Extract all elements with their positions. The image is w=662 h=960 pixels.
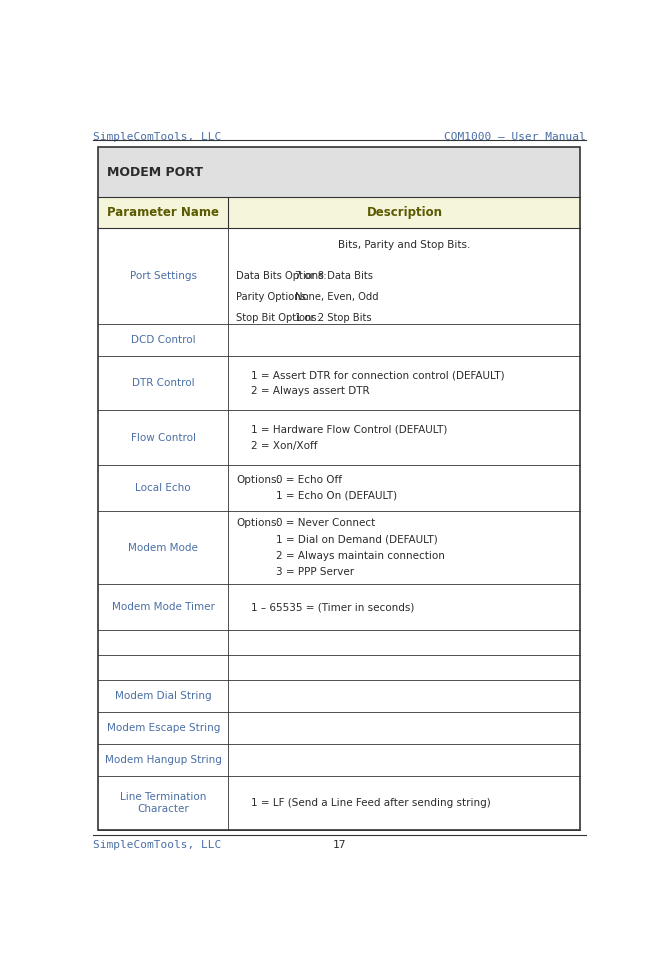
Text: Local Echo: Local Echo <box>136 483 191 492</box>
Text: 1 = Assert DTR for connection control (DEFAULT): 1 = Assert DTR for connection control (D… <box>252 371 505 380</box>
Text: 1 – 65535 = (Timer in seconds): 1 – 65535 = (Timer in seconds) <box>252 602 415 612</box>
Text: 17: 17 <box>332 840 346 850</box>
Text: 1 or 2 Stop Bits: 1 or 2 Stop Bits <box>295 313 371 323</box>
Text: 2 = Xon/Xoff: 2 = Xon/Xoff <box>252 441 318 451</box>
Text: 2 = Always maintain connection: 2 = Always maintain connection <box>275 551 444 561</box>
Bar <box>98 197 581 228</box>
Text: DCD Control: DCD Control <box>131 335 195 346</box>
Text: Data Bits Options:: Data Bits Options: <box>236 271 326 280</box>
Text: 0 = Echo Off: 0 = Echo Off <box>275 474 342 485</box>
Text: SimpleComTools, LLC: SimpleComTools, LLC <box>93 132 221 142</box>
Text: None, Even, Odd: None, Even, Odd <box>295 292 379 301</box>
Text: 3 = PPP Server: 3 = PPP Server <box>275 567 354 577</box>
Text: Modem Mode: Modem Mode <box>128 542 198 553</box>
Text: Modem Dial String: Modem Dial String <box>115 691 212 702</box>
Text: Modem Escape String: Modem Escape String <box>107 723 220 733</box>
Text: Port Settings: Port Settings <box>130 272 197 281</box>
Text: 1 = Hardware Flow Control (DEFAULT): 1 = Hardware Flow Control (DEFAULT) <box>252 424 448 435</box>
Text: 2 = Always assert DTR: 2 = Always assert DTR <box>252 387 370 396</box>
Text: Line Termination
Character: Line Termination Character <box>120 792 207 814</box>
Text: DTR Control: DTR Control <box>132 378 195 389</box>
Text: Stop Bit Options:: Stop Bit Options: <box>236 313 320 323</box>
Text: Options:: Options: <box>236 518 280 528</box>
Text: Options:: Options: <box>236 474 280 485</box>
Text: Description: Description <box>366 206 442 219</box>
Text: MODEM PORT: MODEM PORT <box>107 166 203 179</box>
Text: Modem Hangup String: Modem Hangup String <box>105 755 222 765</box>
Bar <box>98 147 581 197</box>
Text: 1 = LF (Send a Line Feed after sending string): 1 = LF (Send a Line Feed after sending s… <box>252 798 491 808</box>
Text: COM1000 – User Manual: COM1000 – User Manual <box>444 132 585 142</box>
Text: 0 = Never Connect: 0 = Never Connect <box>275 518 375 528</box>
Text: Flow Control: Flow Control <box>131 433 196 443</box>
Text: 1 = Echo On (DEFAULT): 1 = Echo On (DEFAULT) <box>275 491 397 501</box>
Text: 7 or 8 Data Bits: 7 or 8 Data Bits <box>295 271 373 280</box>
Text: 1 = Dial on Demand (DEFAULT): 1 = Dial on Demand (DEFAULT) <box>275 535 438 544</box>
Text: SimpleComTools, LLC: SimpleComTools, LLC <box>93 840 221 850</box>
Text: Parity Options:: Parity Options: <box>236 292 309 301</box>
Text: Parameter Name: Parameter Name <box>107 206 219 219</box>
Text: Bits, Parity and Stop Bits.: Bits, Parity and Stop Bits. <box>338 240 471 250</box>
Text: Modem Mode Timer: Modem Mode Timer <box>112 602 214 612</box>
